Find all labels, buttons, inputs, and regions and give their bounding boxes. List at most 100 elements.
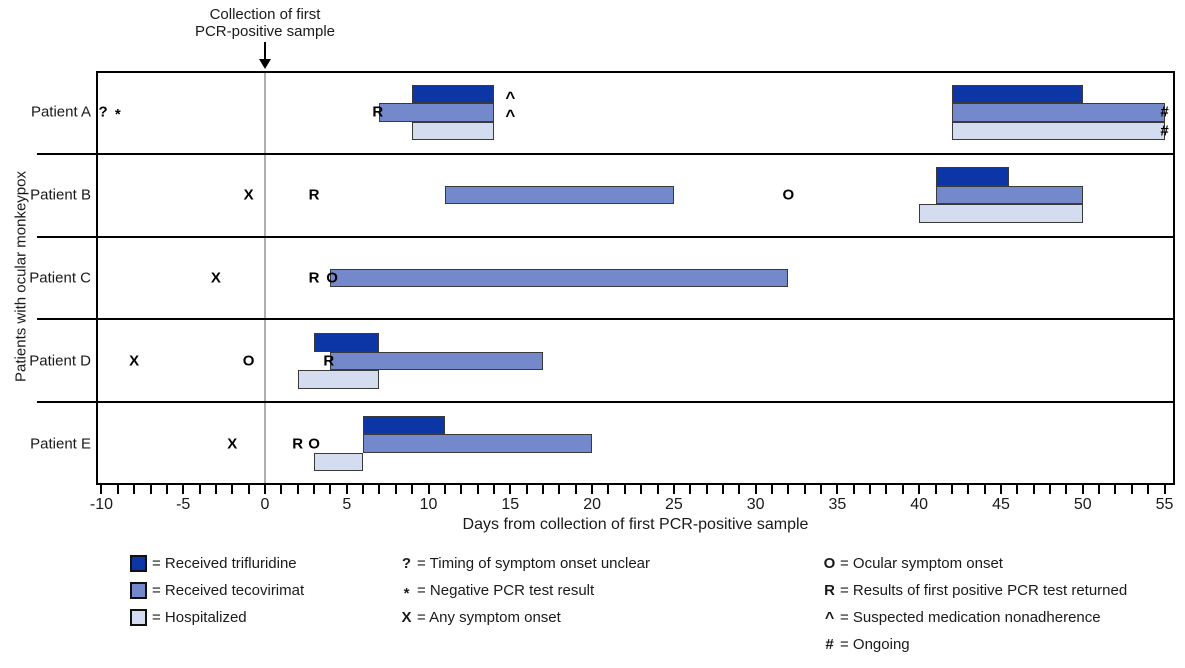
x-tick (345, 485, 348, 494)
x-tick (231, 485, 234, 494)
x-tick-label: 5 (342, 496, 352, 513)
x-tick (116, 485, 119, 494)
bar-hospitalized (412, 121, 494, 141)
symbol-O: O (782, 186, 795, 204)
legend-item: # = Ongoing (822, 633, 1127, 655)
x-tick (558, 485, 561, 494)
legend-label: = Ongoing (840, 635, 910, 653)
legend-item: X = Any symptom onset (399, 606, 650, 628)
x-tick (950, 485, 953, 494)
annotation-text: Collection of first PCR-positive sample (194, 6, 336, 40)
legend-label: = Any symptom onset (417, 608, 561, 626)
legend-label: = Suspected medication nonadherence (840, 608, 1101, 626)
x-tick-label: 10 (419, 496, 438, 513)
legend-label: = Hospitalized (152, 608, 247, 626)
legend-item: = Received trifluridine (130, 552, 304, 574)
x-tick-label: 35 (828, 496, 847, 513)
x-tick (411, 485, 414, 494)
x-tick (198, 485, 201, 494)
x-tick (771, 485, 773, 494)
x-tick (1130, 485, 1133, 494)
symbol-*: * (114, 106, 121, 124)
symbol-O: O (326, 269, 338, 287)
x-tick-label: 50 (1073, 496, 1092, 513)
x-tick (672, 485, 675, 494)
x-tick (721, 485, 724, 494)
symbol-#: # (1160, 103, 1169, 121)
bar-tecovirimat (444, 185, 674, 205)
legend-swatch-trifluridine (130, 554, 147, 572)
x-tick (591, 485, 594, 494)
x-tick (869, 485, 872, 494)
x-tick (754, 485, 757, 494)
x-tick (918, 485, 921, 494)
legend-item: ^ = Suspected medication nonadherence (822, 606, 1127, 628)
symbol-X: X (227, 435, 238, 453)
x-tick (852, 485, 855, 494)
patient-label: Patient D (29, 352, 91, 370)
legend-glyph-*: * (403, 584, 410, 602)
x-tick (885, 485, 888, 494)
bar-tecovirimat (935, 185, 1083, 205)
x-tick (738, 485, 741, 494)
bar-trifluridine (412, 84, 494, 104)
x-tick (574, 485, 577, 494)
symbol-^: ^ (505, 88, 516, 108)
patient-label: Patient C (29, 269, 91, 287)
legend-item: = Received tecovirimat (130, 579, 304, 601)
legend-glyph-#: # (825, 635, 834, 653)
x-tick (329, 485, 332, 494)
x-tick-label: 45 (992, 496, 1010, 513)
x-tick (999, 485, 1002, 494)
legend-item: O = Ocular symptom onset (822, 552, 1127, 574)
bar-tecovirimat (330, 268, 789, 288)
row-separator (37, 401, 1175, 404)
x-tick (607, 485, 610, 494)
row-separator (37, 152, 1175, 155)
x-tick (934, 485, 937, 494)
x-tick (313, 485, 316, 494)
x-tick (901, 485, 904, 494)
legend-label: = Received trifluridine (152, 554, 297, 572)
symbol-^: ^ (505, 106, 516, 126)
x-tick (803, 485, 806, 494)
x-tick (427, 485, 430, 494)
legend-column: = Received trifluridine = Received tecovi… (130, 552, 304, 633)
bar-tecovirimat (379, 103, 494, 122)
legend-item: ? = Timing of symptom onset unclear (399, 552, 650, 574)
row-separator (37, 235, 1175, 238)
legend-swatch-tecovirimat (130, 581, 147, 599)
x-tick-label: 55 (1155, 496, 1174, 513)
legend-glyph-X: X (401, 608, 412, 626)
x-tick (623, 485, 626, 494)
x-tick (525, 485, 528, 494)
legend-swatch-hospitalized (130, 608, 147, 626)
x-tick (133, 485, 136, 494)
x-tick (460, 485, 463, 494)
symbol-R: R (308, 269, 320, 287)
symbol-R: R (292, 435, 304, 453)
bar-tecovirimat (330, 351, 544, 371)
legend-item: = Hospitalized (130, 606, 304, 628)
x-tick (476, 485, 479, 494)
legend-label: = Timing of symptom onset unclear (417, 554, 651, 572)
x-tick (1065, 485, 1068, 494)
x-tick-label: -5 (176, 496, 191, 513)
symbol-X: X (129, 352, 140, 370)
symbol-R: R (323, 352, 335, 370)
x-tick (165, 485, 168, 494)
x-tick (264, 485, 266, 494)
bar-tecovirimat (951, 103, 1165, 122)
legend-label: = Ocular symptom onset (840, 554, 1003, 572)
x-tick (1081, 485, 1084, 494)
bar-hospitalized (314, 452, 364, 472)
row-separator (37, 318, 1175, 321)
legend-item: * = Negative PCR test result (399, 579, 650, 602)
patient-label: Patient B (30, 186, 91, 204)
x-tick-label: 0 (260, 496, 270, 513)
x-tick (214, 485, 217, 494)
x-tick (640, 485, 643, 494)
x-tick (689, 485, 692, 494)
annotation-arrow-head-icon (259, 59, 271, 69)
x-tick (1147, 485, 1150, 494)
